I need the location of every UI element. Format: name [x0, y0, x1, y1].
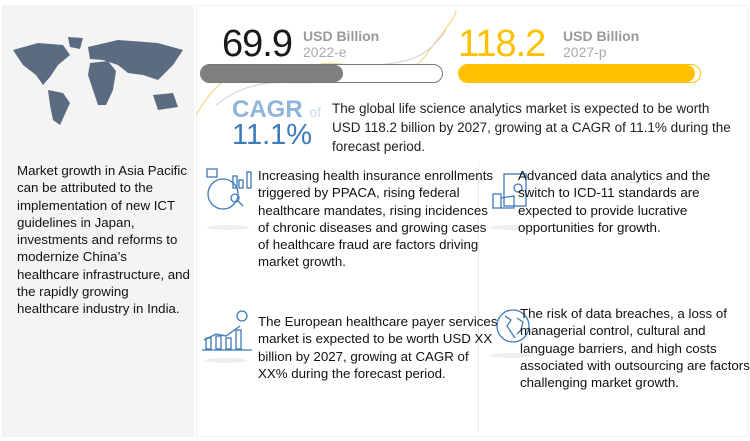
current-market-value: 69.9	[222, 23, 293, 65]
current-progress-bar	[200, 64, 443, 83]
cagr-of: of	[309, 104, 322, 120]
current-year: 2022-e	[303, 44, 347, 60]
challenge-text: The risk of data breaches, a loss of man…	[520, 306, 750, 391]
icon-shadow	[207, 225, 249, 230]
cagr-text: CAGR	[232, 96, 303, 123]
analytics-chart-icon	[206, 168, 252, 210]
current-unit: USD Billion	[303, 28, 380, 44]
driver-text: Increasing health insurance enrollments …	[258, 168, 494, 270]
divider	[478, 162, 479, 434]
opportunity-text: Advanced data analytics and the switch t…	[518, 168, 711, 235]
market-description: The global life science analytics market…	[332, 101, 731, 154]
icon-shadow	[205, 358, 247, 363]
european-market-text: The European healthcare payer services m…	[258, 314, 498, 381]
main-panel	[196, 5, 748, 437]
icon-shadow	[490, 225, 532, 230]
asia-pacific-note: Market growth in Asia Pacific can be att…	[17, 163, 190, 317]
cagr-label: CAGR of	[232, 97, 321, 125]
forecast-unit: USD Billion	[563, 28, 640, 44]
cagr-value: 11.1%	[232, 119, 313, 151]
world-map-icon	[13, 37, 183, 125]
icon-shadow	[490, 353, 532, 358]
forecast-progress-bar	[458, 64, 701, 83]
globe-icon	[496, 309, 530, 343]
forecast-year: 2027-p	[563, 44, 607, 60]
forecast-progress-fill	[459, 65, 696, 82]
money-hand-icon	[492, 173, 527, 209]
forecast-market-value: 118.2	[458, 23, 546, 65]
growth-bar-dollar-icon	[202, 310, 252, 351]
current-progress-fill	[201, 65, 344, 82]
